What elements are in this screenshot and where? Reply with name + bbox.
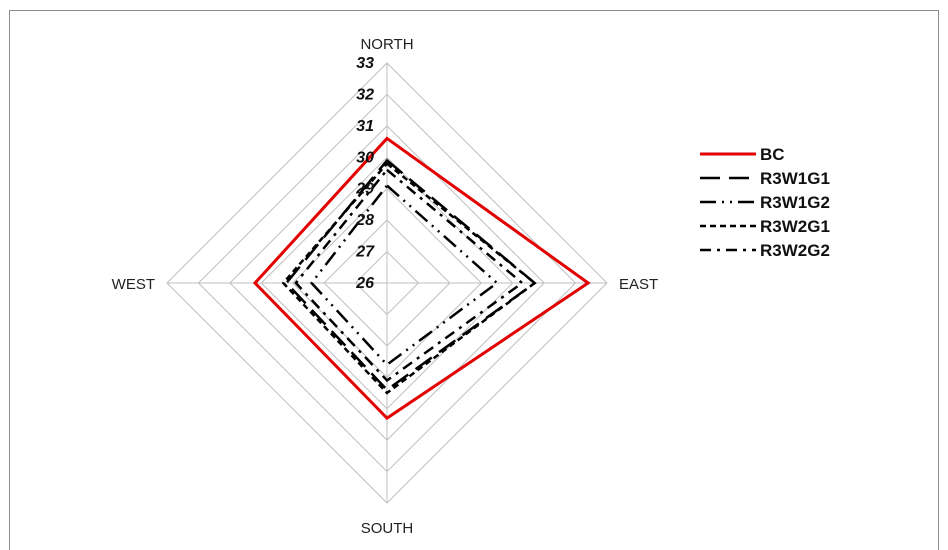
legend-label: R3W1G1 xyxy=(760,169,830,188)
legend-item-r3w1g2: R3W1G2 xyxy=(700,193,830,212)
legend-label: R3W1G2 xyxy=(760,193,830,212)
tick-label: 27 xyxy=(355,244,375,261)
legend-label: R3W2G1 xyxy=(760,217,830,236)
radar-chart: 26 27 28 29 30 31 32 33 NORTH EAST SOUTH… xyxy=(112,36,830,537)
axis-label-north: NORTH xyxy=(360,36,413,53)
legend-item-bc: BC xyxy=(700,145,785,164)
legend-label: R3W2G2 xyxy=(760,241,830,260)
tick-label: 31 xyxy=(356,118,374,135)
radar-series xyxy=(252,136,591,421)
tick-label: 29 xyxy=(355,181,374,198)
legend-item-r3w1g1: R3W1G1 xyxy=(700,169,830,188)
tick-label: 32 xyxy=(356,86,374,103)
axis-label-east: EAST xyxy=(619,276,658,293)
series-line-r3w2g1 xyxy=(281,161,537,395)
legend-label: BC xyxy=(760,145,785,164)
axis-label-west: WEST xyxy=(112,276,155,293)
tick-label: 28 xyxy=(355,212,374,229)
legend: BC R3W1G1 R3W1G2 R3W2G1 R3W2G2 xyxy=(700,145,830,260)
series-line-bc xyxy=(252,136,591,421)
tick-label: 33 xyxy=(356,55,374,72)
legend-item-r3w2g2: R3W2G2 xyxy=(700,241,830,260)
series-line-r3w2g2 xyxy=(294,168,525,383)
radial-ticks: 26 27 28 29 30 31 32 33 xyxy=(355,55,375,292)
tick-label: 26 xyxy=(355,275,374,292)
tick-label: 30 xyxy=(356,149,374,166)
legend-item-r3w2g1: R3W2G1 xyxy=(700,217,830,236)
radar-grid xyxy=(166,62,608,504)
axis-label-south: SOUTH xyxy=(361,520,414,537)
chart-area: 26 27 28 29 30 31 32 33 NORTH EAST SOUTH… xyxy=(9,10,939,550)
axis-labels: NORTH EAST SOUTH WEST xyxy=(112,36,659,537)
